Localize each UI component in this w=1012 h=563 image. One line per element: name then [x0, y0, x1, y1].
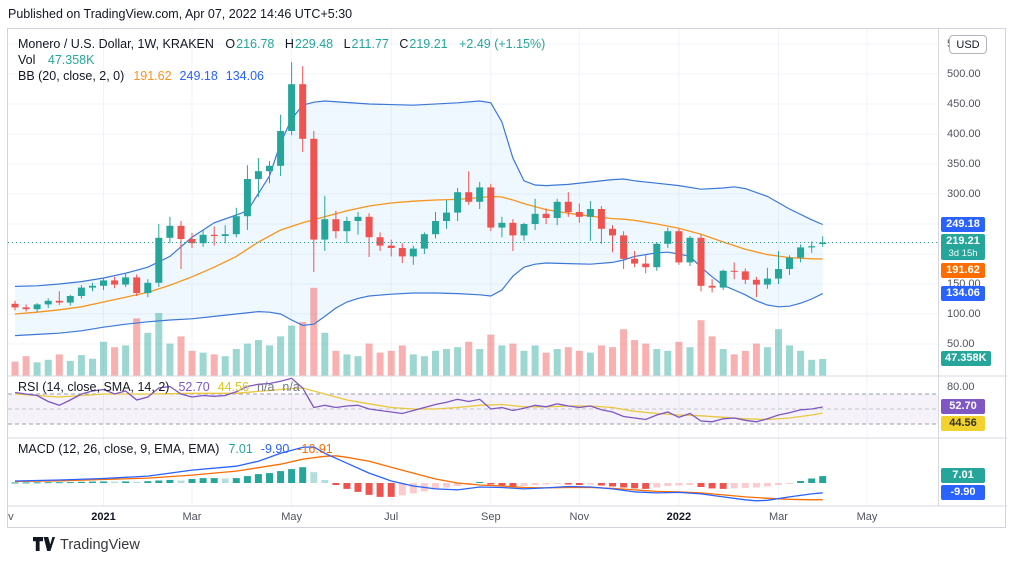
indicator-value: 134.06: [225, 69, 265, 83]
axis-badge-macd: -9.90: [941, 485, 985, 501]
axis-badge-price: 219.21 3d 15h: [941, 233, 985, 260]
ohlc-open: O216.78: [225, 37, 275, 51]
axis-badge-price: 191.62: [941, 262, 985, 278]
tradingview-brand[interactable]: TradingView: [60, 537, 140, 553]
time-tick-label: May: [281, 511, 302, 523]
time-tick-label: Sep: [481, 511, 501, 523]
indicator-value: 249.18: [179, 69, 218, 83]
ohlc-low: L211.77: [343, 37, 389, 51]
macd-label: MACD (12, 26, close, 9, EMA, EMA): [18, 442, 220, 456]
chart-canvas[interactable]: [8, 29, 1007, 529]
ohlc-close: C219.21: [399, 37, 448, 51]
time-tick-label: 2021: [91, 511, 116, 523]
axis-badge-price: 134.06: [941, 285, 985, 301]
indicator-value: 52.70: [178, 380, 210, 394]
indicator-value: 191.62: [133, 69, 172, 83]
price-tick-label: 350.00: [947, 158, 981, 170]
price-tick-label: 450.00: [947, 98, 981, 110]
price-tick-label: 400.00: [947, 128, 981, 140]
volume-label: Vol: [18, 53, 36, 67]
indicator-value: -16.91: [297, 442, 333, 456]
price-tick-label: 100.00: [947, 308, 981, 320]
indicator-value: -9.90: [260, 442, 290, 456]
legend-macd: MACD (12, 26, close, 9, EMA, EMA) 7.01 -9.…: [18, 442, 340, 456]
indicator-value: n/a: [257, 380, 275, 394]
time-tick-label: May: [856, 511, 878, 523]
rsi-tick-label: 80.00: [947, 380, 975, 393]
bb-label: BB (20, close, 2, 0): [18, 69, 125, 83]
axis-badge-price: 249.18: [941, 216, 985, 232]
legend-main: Monero / U.S. Dollar, 1W, KRAKEN O216.78…: [18, 37, 545, 85]
bb-row: BB (20, close, 2, 0) 191.62 249.18 134.06: [18, 69, 545, 84]
axis-badge-macd: 7.01: [941, 468, 985, 484]
currency-toggle-button[interactable]: USD: [949, 35, 987, 54]
indicator-value: 7.01: [228, 442, 253, 456]
time-tick-label: Jul: [384, 511, 399, 523]
indicator-value: 44.56: [217, 380, 250, 394]
price-tick-label: 500.00: [947, 68, 981, 80]
rsi-label: RSI (14, close, SMA, 14, 2): [18, 380, 170, 394]
time-tick-label: Mar: [769, 511, 788, 523]
time-tick-label: Nov: [569, 511, 590, 523]
time-tick-label: Mar: [182, 511, 202, 523]
legend-rsi: RSI (14, close, SMA, 14, 2) 52.70 44.56 n/a…: [18, 380, 307, 394]
published-bar: Published on TradingView.com, Apr 07, 20…: [0, 0, 1012, 28]
symbol-title: Monero / U.S. Dollar, 1W, KRAKEN: [18, 37, 214, 51]
symbol-row: Monero / U.S. Dollar, 1W, KRAKEN O216.78…: [18, 37, 545, 52]
axis-badge-volume: 47.358K: [941, 351, 991, 366]
volume-row: Vol 47.358K: [18, 53, 545, 68]
volume-value: 47.358K: [47, 53, 95, 67]
axis-badge-rsi: 44.56: [941, 416, 985, 431]
tradingview-logo-icon[interactable]: [33, 536, 55, 558]
price-tick-label: 50.00: [947, 338, 975, 350]
time-scale[interactable]: Nov 2021 Mar May Jul Sep Nov 2022 Mar May: [8, 506, 938, 529]
indicator-value: n/a: [282, 380, 300, 394]
time-tick-label: 2022: [666, 511, 692, 523]
published-text: Published on TradingView.com, Apr 07, 20…: [8, 7, 353, 21]
price-tick-label: 300.00: [947, 188, 981, 200]
price-scale[interactable]: 550.00500.00450.00400.00350.00300.00250.…: [938, 29, 1008, 506]
change-value: +2.49 (+1.15%): [459, 37, 546, 51]
ohlc-high: H229.48: [284, 37, 334, 51]
footer: TradingView: [0, 528, 1012, 563]
axis-badge-rsi: 52.70: [941, 399, 985, 414]
chart-area[interactable]: Monero / U.S. Dollar, 1W, KRAKEN O216.78…: [7, 28, 1008, 529]
time-tick-label: Nov: [8, 511, 14, 523]
